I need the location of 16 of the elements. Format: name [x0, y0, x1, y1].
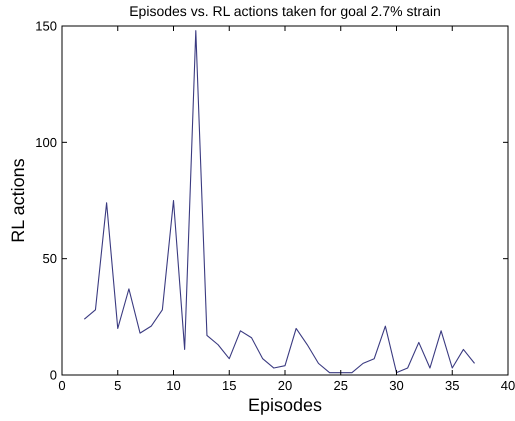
- y-tick-label: 0: [50, 368, 57, 382]
- y-axis-title: RL actions: [8, 158, 28, 243]
- x-tick-label: 30: [389, 378, 404, 393]
- x-tick-label: 15: [222, 378, 236, 393]
- line-series: [84, 30, 476, 374]
- y-tick-label: 100: [35, 134, 57, 150]
- x-tick-label: 40: [500, 378, 515, 393]
- x-tick-label: 25: [334, 378, 348, 393]
- y-tick-label: 150: [35, 18, 57, 34]
- x-tick-label: 35: [445, 378, 460, 393]
- y-tick-label: 50: [42, 251, 57, 266]
- x-tick-label: 20: [278, 378, 292, 393]
- x-tick-label: 10: [166, 378, 181, 393]
- chart-title: Episodes vs. RL actions taken for goal 2.7% strain: [129, 3, 441, 19]
- x-axis-title: Episodes: [248, 395, 322, 415]
- x-tick-label: 5: [114, 378, 122, 393]
